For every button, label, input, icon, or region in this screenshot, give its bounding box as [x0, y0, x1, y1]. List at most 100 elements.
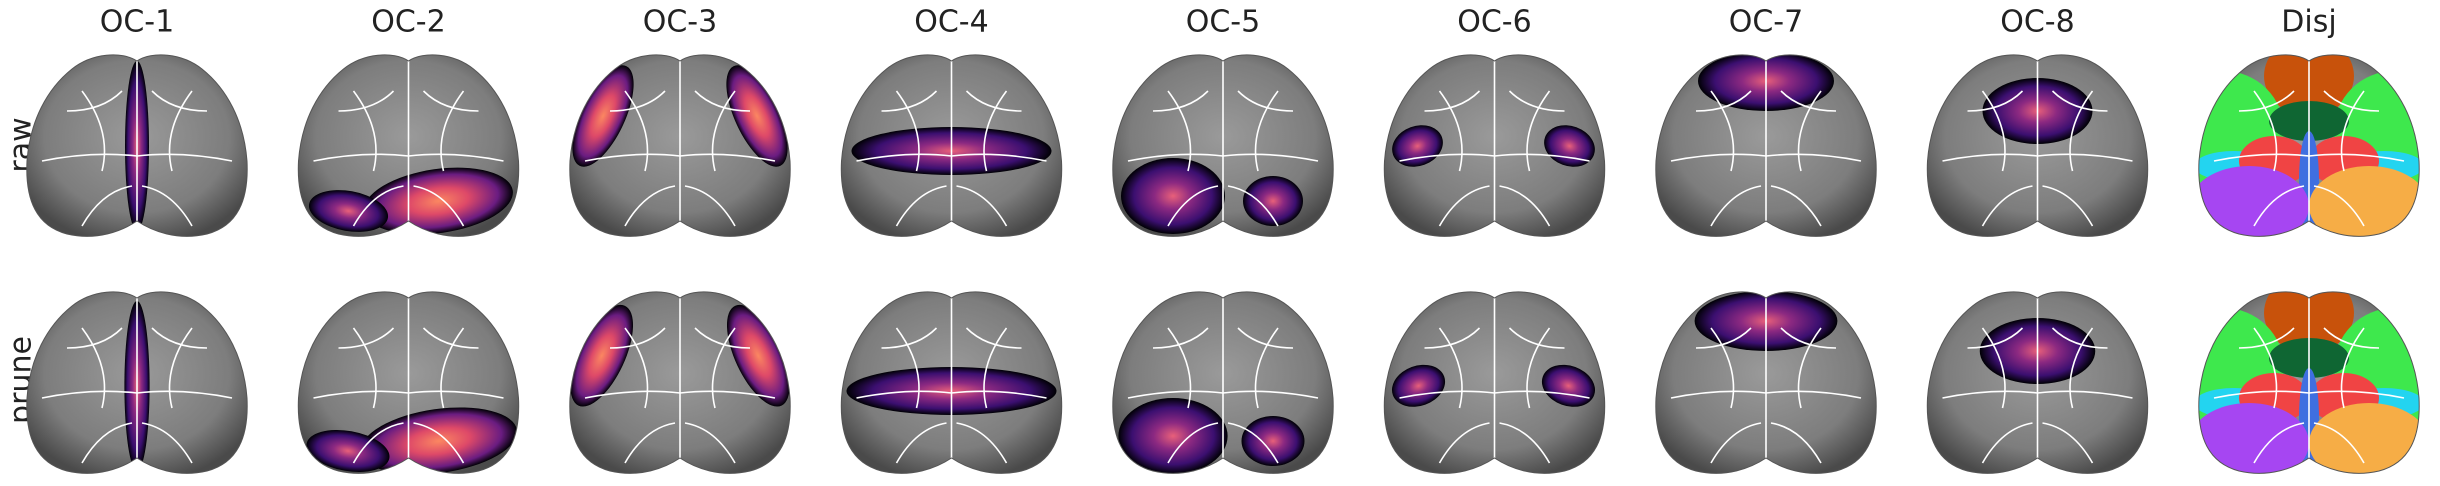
region-border — [1152, 327, 1209, 349]
brain-map — [297, 291, 520, 474]
activation — [306, 429, 390, 472]
region-border — [694, 327, 751, 349]
region-border — [956, 185, 1008, 227]
activation — [364, 167, 513, 235]
region-border — [168, 327, 193, 409]
region-border — [422, 327, 479, 349]
region-border — [1526, 327, 1551, 409]
column-title: OC-6 — [1457, 5, 1531, 40]
region-border — [1967, 327, 2024, 349]
region-border — [2253, 422, 2305, 464]
brain-map — [1112, 54, 1334, 237]
region-border — [895, 422, 947, 464]
brain-map — [840, 54, 1063, 237]
activation — [1118, 398, 1228, 474]
activation — [572, 65, 634, 167]
region-border — [313, 390, 504, 399]
region-border — [1424, 90, 1481, 112]
brain-map — [2198, 291, 2420, 474]
region-border — [440, 90, 465, 172]
region-border — [2213, 153, 2405, 162]
region-border — [41, 390, 233, 399]
region-border — [151, 327, 208, 349]
region-border — [1399, 153, 1590, 162]
region-border — [983, 327, 1008, 409]
region-border — [1127, 153, 1319, 162]
region-border — [684, 422, 736, 464]
region-border — [1797, 90, 1822, 172]
column-title: OC-8 — [2000, 5, 2074, 40]
region-border — [856, 153, 1047, 162]
activation — [1243, 176, 1303, 226]
region-border — [694, 90, 751, 112]
region-border — [2253, 185, 2305, 227]
activation — [1241, 416, 1305, 466]
region-border — [1710, 90, 1735, 172]
region-border — [66, 327, 123, 349]
region-border — [1981, 422, 2033, 464]
region-border — [711, 327, 736, 409]
overlay — [572, 65, 788, 167]
region-border — [2340, 90, 2365, 172]
region-border — [1167, 185, 1219, 227]
region-border — [1424, 327, 1481, 349]
region-border — [1167, 327, 1192, 409]
activation — [570, 304, 634, 407]
region-border — [983, 90, 1008, 172]
column-title: OC-7 — [1729, 5, 1803, 40]
region-border — [881, 327, 938, 349]
column-title: OC-4 — [914, 5, 988, 40]
region-border — [2069, 327, 2094, 409]
activation — [308, 190, 389, 232]
region-border — [1670, 153, 1862, 162]
region-border — [1942, 153, 2133, 162]
region-border — [895, 327, 920, 409]
brain-map — [1655, 291, 1877, 474]
region-border — [2042, 185, 2094, 227]
brain-map — [1383, 291, 1606, 474]
region-border — [624, 90, 649, 172]
region-border — [2313, 185, 2365, 227]
region-border — [624, 422, 676, 464]
region-border — [2042, 422, 2094, 464]
region-border — [881, 90, 938, 112]
region-border — [338, 327, 395, 349]
region-border — [895, 90, 920, 172]
region-border — [2238, 90, 2295, 112]
region-border — [2313, 422, 2365, 464]
region-border — [1399, 390, 1590, 399]
region-border — [1981, 185, 2033, 227]
column-title: Disj — [2281, 5, 2336, 40]
region-border — [1438, 90, 1463, 172]
region-border — [2253, 327, 2278, 409]
region-border — [1227, 422, 1279, 464]
region-border — [2323, 90, 2380, 112]
region-border — [313, 153, 504, 162]
region-border — [856, 390, 1047, 399]
overlay — [1118, 398, 1305, 474]
brain-map — [840, 291, 1063, 474]
region-border — [422, 90, 479, 112]
region-border — [1526, 90, 1551, 172]
region-border — [1254, 327, 1279, 409]
region-border — [1438, 327, 1463, 409]
brain-map — [1926, 54, 2149, 237]
region-border — [168, 90, 193, 172]
region-border — [956, 422, 1008, 464]
column-title: OC-1 — [100, 5, 174, 40]
region-border — [1780, 327, 1837, 349]
activation — [1121, 158, 1225, 234]
region-border — [1438, 185, 1490, 227]
region-border — [352, 327, 377, 409]
region-border — [2340, 327, 2365, 409]
region-border — [1797, 327, 1822, 409]
column-title: OC-5 — [1186, 5, 1260, 40]
region-border — [352, 422, 404, 464]
region-border — [352, 185, 404, 227]
region — [2198, 166, 2309, 237]
brain-map — [1383, 54, 1606, 237]
region — [2198, 403, 2309, 474]
region-border — [81, 185, 133, 227]
column-title: OC-3 — [643, 5, 717, 40]
